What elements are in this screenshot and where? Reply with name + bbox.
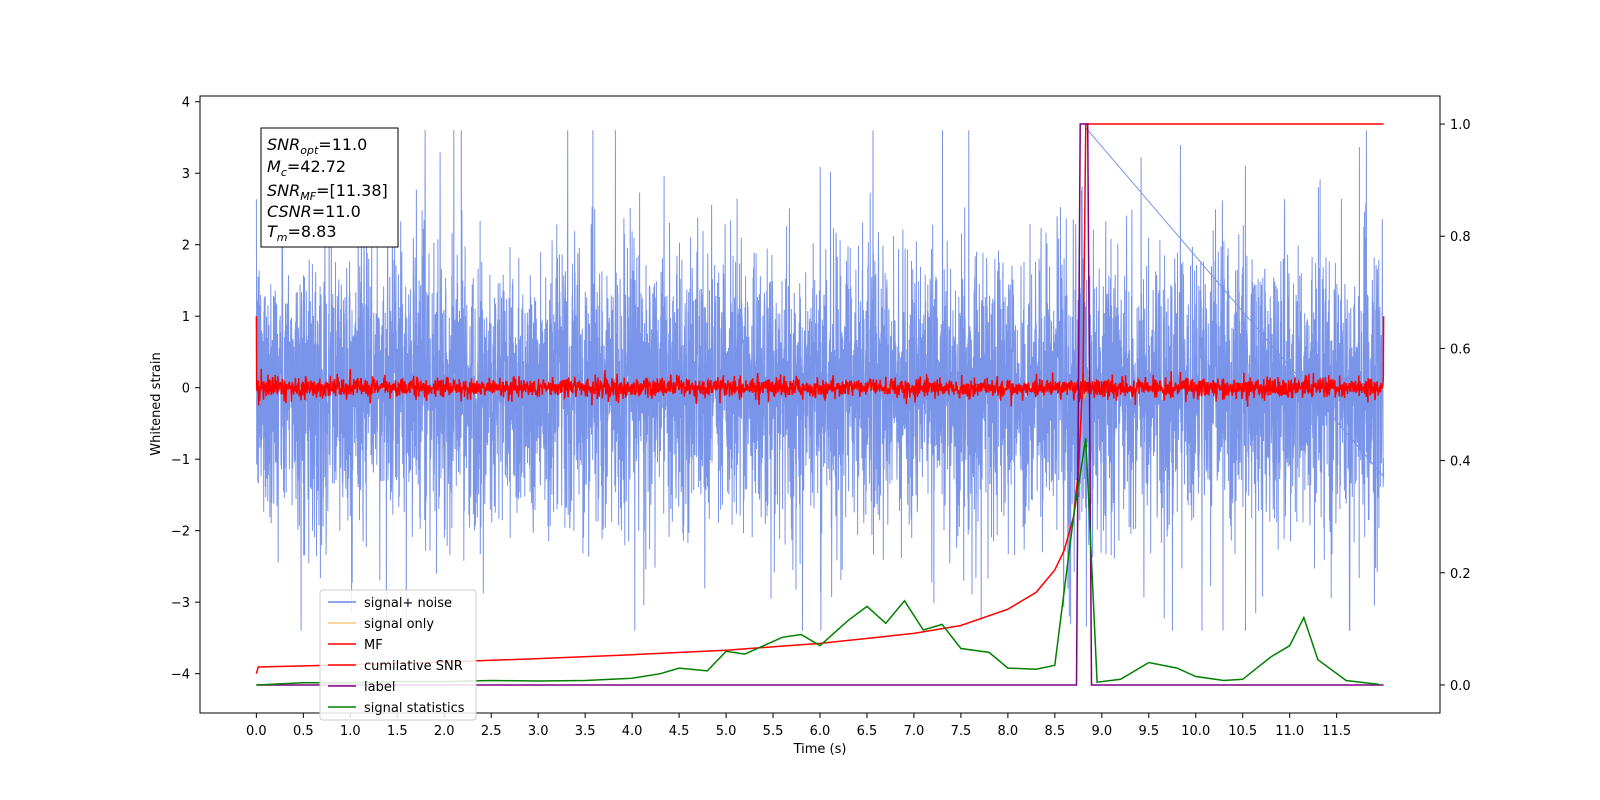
- y-tick-label: 1: [182, 310, 190, 325]
- svg-text:signal+ noise: signal+ noise: [364, 596, 452, 611]
- x-tick-label: 10.5: [1228, 724, 1257, 739]
- x-tick-label: 5.5: [763, 724, 784, 739]
- svg-text:signal statistics: signal statistics: [364, 701, 465, 716]
- info-box: SNRopt=11.0 Mc=42.72 SNRMF=[11.38] CSNR=…: [260, 127, 399, 248]
- signal-statistics-line: [256, 438, 1379, 686]
- info-mc: Mc=42.72: [267, 157, 346, 179]
- x-tick-label: 8.5: [1045, 724, 1066, 739]
- x-tick-label: 3.0: [528, 724, 549, 739]
- x-tick-label: 10.0: [1181, 724, 1210, 739]
- y-right-tick-label: 0.6: [1450, 342, 1471, 357]
- legend-item-label: label: [328, 680, 395, 695]
- x-tick-label: 9.0: [1091, 724, 1112, 739]
- y-axis-label: Whitened strain: [149, 352, 164, 455]
- info-csnr: CSNR=11.0: [267, 202, 361, 221]
- x-tick-label: 6.0: [810, 724, 831, 739]
- x-tick-label: 8.0: [998, 724, 1019, 739]
- legend-item-cumulative-snr: cumilative SNR: [328, 659, 463, 674]
- legend-item-signal-noise: signal+ noise: [328, 596, 452, 611]
- y-right-tick-label: 0.0: [1450, 679, 1471, 694]
- x-tick-label: 7.0: [904, 724, 925, 739]
- y-tick-label: 3: [182, 167, 190, 182]
- info-snr-mf: SNRMF=[11.38]: [267, 181, 388, 203]
- y-axis-left: 4 3 2 1 0 −1 −2 −3 −4: [171, 96, 200, 683]
- info-tm: Tm=8.83: [267, 222, 337, 244]
- y-tick-label: 4: [182, 96, 190, 111]
- y-tick-label: 0: [182, 382, 190, 397]
- x-tick-label: 11.0: [1275, 724, 1304, 739]
- legend: signal+ noise signal only MF cumilative …: [319, 589, 477, 721]
- label-line: [256, 123, 1384, 686]
- x-tick-label: 2.0: [434, 724, 455, 739]
- x-tick-label: 3.5: [575, 724, 596, 739]
- svg-text:label: label: [364, 680, 395, 695]
- x-tick-label: 1.5: [387, 724, 408, 739]
- y-tick-label: 2: [182, 239, 190, 254]
- x-tick-label: 4.0: [622, 724, 643, 739]
- x-tick-label: 0.0: [246, 724, 267, 739]
- svg-text:signal only: signal only: [364, 617, 434, 632]
- x-tick-label: 1.0: [340, 724, 361, 739]
- x-tick-label: 5.0: [716, 724, 737, 739]
- y-right-tick-label: 0.8: [1450, 230, 1471, 245]
- x-tick-label: 6.5: [857, 724, 878, 739]
- x-tick-label: 9.5: [1138, 724, 1159, 739]
- svg-text:cumilative SNR: cumilative SNR: [364, 659, 463, 674]
- x-tick-label: 11.5: [1322, 724, 1351, 739]
- mf-line: [255, 316, 1385, 407]
- y-right-tick-label: 0.4: [1450, 455, 1471, 470]
- x-tick-label: 0.5: [293, 724, 314, 739]
- signal-noise-line: [255, 126, 1385, 631]
- x-tick-label: 7.5: [951, 724, 972, 739]
- svg-text:MF: MF: [364, 638, 383, 653]
- y-right-tick-label: 0.2: [1450, 567, 1471, 582]
- legend-item-signal-statistics: signal statistics: [328, 701, 465, 716]
- x-tick-label: 4.5: [669, 724, 690, 739]
- y-tick-label: −1: [171, 453, 190, 468]
- y-axis-right: 1.0 0.8 0.6 0.4 0.2 0.0: [1440, 118, 1471, 694]
- legend-item-signal-only: signal only: [328, 617, 434, 632]
- y-right-tick-label: 1.0: [1450, 118, 1471, 133]
- y-tick-label: −2: [171, 525, 190, 540]
- y-tick-label: −4: [171, 668, 190, 683]
- x-axis-label: Time (s): [793, 742, 847, 757]
- x-axis: 0.0 0.5 1.0 1.5 2.0 2.5 3.0 3.5 4.0 4.5 5.0 5.5 6.0 6…: [246, 713, 1351, 739]
- y-tick-label: −3: [171, 596, 190, 611]
- legend-item-mf: MF: [328, 638, 383, 653]
- info-snr-opt: SNRopt=11.0: [267, 135, 367, 157]
- x-tick-label: 2.5: [481, 724, 502, 739]
